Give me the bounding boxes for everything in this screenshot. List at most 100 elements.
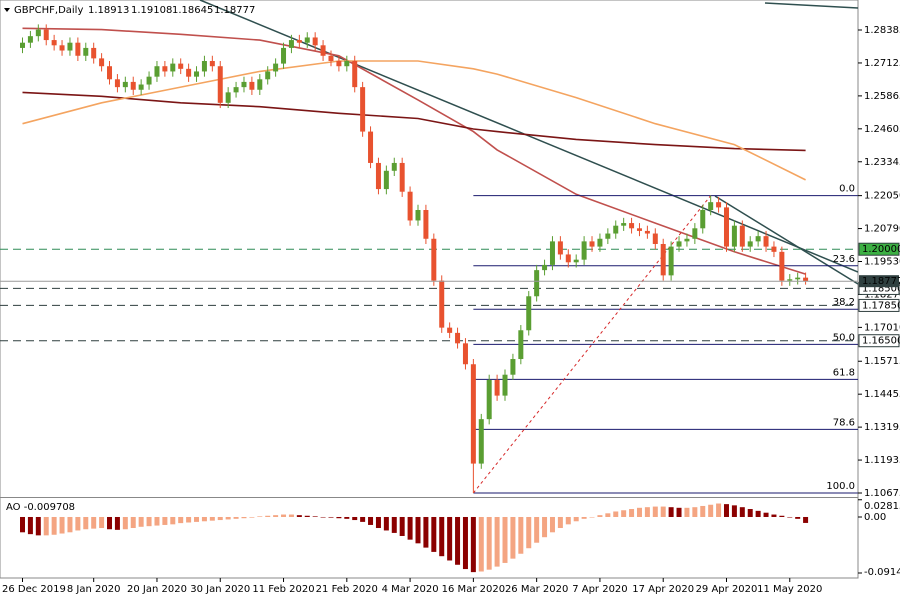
ao-bar <box>621 510 627 517</box>
y-tick-label: 1.28385 <box>864 25 900 36</box>
ao-bar <box>557 516 563 529</box>
ao-bar <box>494 516 500 567</box>
candle-body <box>241 81 247 88</box>
y-tick-label: 1.19530 <box>864 257 900 268</box>
y-tick-label: 1.11935 <box>864 455 900 466</box>
ao-bar <box>336 516 342 519</box>
header: GBPCHF,Daily 1.18913 1.19108 1.18645 1.1… <box>4 5 255 513</box>
ao-bar <box>439 516 445 557</box>
candle-body <box>534 270 540 297</box>
candle-body <box>186 68 192 77</box>
ao-bar <box>312 516 318 517</box>
ao-tick-label: 0.02813 <box>864 501 900 512</box>
candle-body <box>565 254 571 263</box>
y-tick-label: 1.27125 <box>864 58 900 69</box>
level-label: 1.16500 <box>862 336 900 347</box>
ao-bar <box>763 512 769 517</box>
x-tick-label: 26 Mar 2020 <box>505 584 568 595</box>
candle-body <box>455 332 461 344</box>
moving-average <box>22 27 806 275</box>
candle-body <box>739 225 745 247</box>
y-tick-label: 1.20790 <box>864 224 900 235</box>
menu-arrow <box>4 8 10 12</box>
candle-body <box>320 45 326 56</box>
candle-body <box>470 364 476 464</box>
ao-bar <box>518 516 524 554</box>
candle-body <box>360 87 366 132</box>
candle-body <box>589 241 595 247</box>
x-tick-label: 11 May 2020 <box>757 584 822 595</box>
fib-label: 23.6 <box>833 254 855 265</box>
candle-body <box>114 79 120 88</box>
ao-bar <box>304 515 310 517</box>
ao-bar <box>636 507 642 517</box>
x-tick-label: 21 Feb 2020 <box>316 584 378 595</box>
fib-label: 0.0 <box>839 184 855 195</box>
candle-body <box>636 228 642 231</box>
y-tick-label: 1.24605 <box>864 124 900 135</box>
candle-body <box>439 280 445 328</box>
ao-bar <box>162 516 168 525</box>
candle-body <box>423 210 429 239</box>
level-label-box <box>858 334 900 348</box>
ao-bar <box>320 516 326 518</box>
candle-body <box>723 207 729 247</box>
header-high: 1.19108 <box>131 5 172 16</box>
ao-bar <box>383 516 389 531</box>
ao-bar <box>154 516 160 526</box>
ao-bar <box>186 516 192 523</box>
symbol: GBPCHF,Daily <box>14 5 83 16</box>
y-tick-label: 1.18270 <box>864 289 900 300</box>
candle-body <box>170 63 176 72</box>
ao-bar <box>803 516 809 523</box>
plot-frame <box>0 0 859 579</box>
ao-bar <box>589 516 595 518</box>
ao-bar <box>281 514 287 517</box>
candle-body <box>178 63 184 69</box>
ao-bar <box>67 516 73 533</box>
candle-body <box>20 42 25 48</box>
candle-body <box>209 60 215 67</box>
price-label: 1.18777 <box>862 276 900 287</box>
ao-bar <box>328 516 334 518</box>
x-tick-label: 26 Dec 2019 <box>2 584 66 595</box>
ao-bar <box>59 516 65 534</box>
candle-body <box>557 241 563 255</box>
ao-bar <box>470 516 476 573</box>
ao-bar <box>241 516 247 519</box>
ao-bar <box>20 516 25 533</box>
ao-bar <box>51 516 57 535</box>
ao-bar <box>75 516 81 531</box>
candle-body <box>391 162 397 171</box>
candle-body <box>249 81 255 90</box>
candle-body <box>731 225 737 247</box>
ao-bar <box>613 511 619 517</box>
candle-body <box>162 66 168 72</box>
candle-body <box>621 223 627 226</box>
ao-bar <box>273 515 279 517</box>
candle-body <box>771 246 777 252</box>
ao-bar <box>795 516 801 519</box>
candle-body <box>312 37 318 46</box>
ao-tick-label: -0.09144 <box>864 567 900 578</box>
ao-bar <box>565 516 571 525</box>
ao-bar <box>716 503 722 517</box>
fib-label: 38.2 <box>833 297 855 308</box>
candle-body <box>676 241 682 247</box>
ao-bar <box>344 516 350 519</box>
candle-body <box>597 238 603 247</box>
ao-bar <box>431 516 437 552</box>
ao-bar <box>35 516 41 536</box>
ao-bar <box>122 516 128 530</box>
candle-body <box>146 76 152 85</box>
ao-bar <box>107 516 113 530</box>
ao-bar <box>526 516 532 549</box>
y-tick-label: 1.22050 <box>864 191 900 202</box>
candle-body <box>265 71 271 80</box>
y-tick-label: 1.15715 <box>864 356 900 367</box>
ao-bar <box>130 516 136 529</box>
ao-bar <box>771 514 777 517</box>
candle-body <box>91 47 97 59</box>
candle-body <box>257 79 263 90</box>
ao-bar <box>668 507 674 517</box>
